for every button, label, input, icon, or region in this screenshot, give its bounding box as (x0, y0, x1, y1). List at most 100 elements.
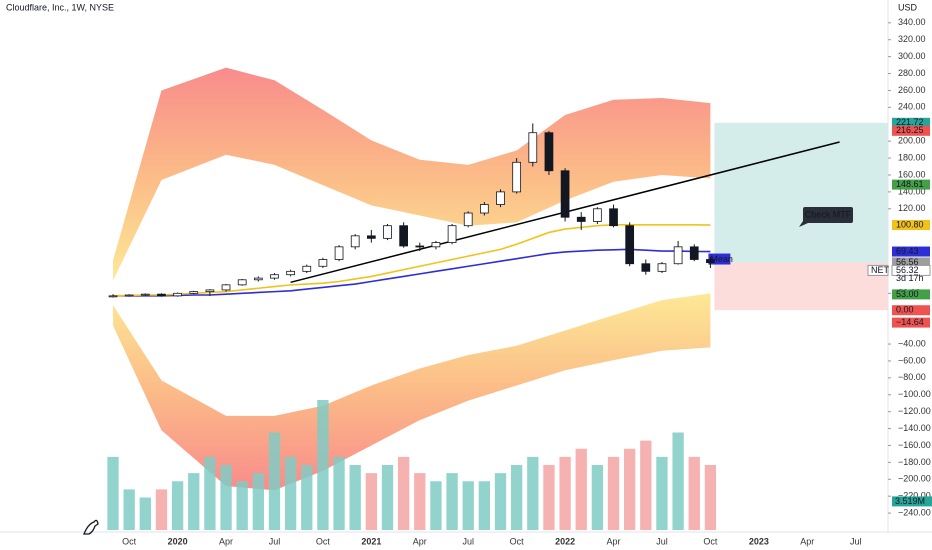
candle-body (496, 191, 505, 205)
price-badge-label: 69.43 (896, 246, 919, 256)
y-tick-label: −100.00 (898, 389, 931, 399)
price-badge (892, 220, 930, 231)
candle-body (108, 295, 118, 298)
volume-bar (559, 456, 571, 530)
price-badge-label: 221.72 (896, 117, 924, 127)
candle-body (528, 132, 538, 163)
y-tick-label: −60.00 (898, 355, 926, 365)
volume-bar (252, 473, 264, 530)
candle-body (576, 216, 586, 222)
price-badge (892, 117, 930, 128)
volume-bar (317, 400, 329, 530)
x-tick-label: 2021 (361, 536, 381, 546)
volume-bar (301, 465, 313, 530)
y-tick-label: 320.00 (898, 34, 926, 44)
price-badge-label: −14.64 (896, 317, 924, 327)
candle-body (366, 235, 376, 239)
volume-bar (478, 481, 491, 530)
annotation-pointer (799, 221, 808, 227)
volume-bar (220, 465, 232, 530)
x-tick-label: Apr (800, 536, 814, 546)
price-badge (892, 317, 930, 328)
volume-bar (624, 448, 636, 530)
y-tick-label: −160.00 (898, 440, 931, 450)
volume-bar (397, 456, 410, 530)
price-badge-label: 100.80 (896, 219, 924, 229)
candle-body (706, 259, 715, 264)
candle-body (512, 161, 522, 193)
y-tick-label: 300.00 (898, 51, 926, 61)
x-tick-label: Jul (269, 536, 281, 546)
y-tick-label: 200.00 (898, 136, 926, 146)
volume-bar (204, 456, 216, 530)
price-badge-label: 53.00 (896, 289, 919, 299)
x-tick-label: 2022 (555, 536, 575, 546)
symbol-bg (867, 264, 889, 276)
price-badge (892, 246, 930, 257)
volume-bar (155, 489, 168, 530)
volume-bar (575, 448, 587, 530)
price-badge-label: 56.56 (896, 257, 919, 267)
volume-bar (494, 473, 507, 530)
currency: USD (898, 2, 918, 12)
candle-body (189, 291, 199, 294)
candle-body (124, 294, 134, 297)
x-tick-label: Apr (413, 536, 427, 546)
price-badge (891, 264, 931, 276)
y-tick-label: 260.00 (898, 85, 926, 95)
candle-body (173, 292, 182, 297)
volume-bar (430, 481, 442, 530)
x-tick-label: Oct (316, 536, 331, 546)
candle-body (463, 212, 473, 227)
y-tick-label: −180.00 (898, 457, 931, 467)
price-badge (892, 179, 930, 190)
x-tick-label: Jul (656, 536, 668, 546)
volume-badge (892, 496, 932, 507)
y-tick-label: −40.00 (898, 338, 926, 348)
candle-body (609, 208, 618, 227)
y-tick-label: 280.00 (898, 68, 926, 78)
volume-bar (704, 465, 717, 530)
candle-body (560, 170, 570, 218)
candle-body (657, 263, 667, 272)
volume-bar (527, 456, 539, 530)
candle-body (480, 204, 489, 214)
volume-bar (688, 456, 700, 530)
candle-body (253, 277, 263, 281)
price-badge (892, 257, 930, 268)
price-badge-label: 0.00 (896, 305, 914, 315)
candle-body (593, 208, 602, 222)
candle-body (221, 284, 231, 291)
volume-bar (284, 456, 297, 530)
volume-bar (236, 481, 248, 530)
candle-body (286, 270, 295, 276)
candle-body (399, 225, 408, 247)
volume-badge-label: 3.519M (895, 496, 925, 506)
band (113, 67, 711, 281)
candle-body (544, 132, 554, 172)
y-tick-label: −120.00 (898, 406, 931, 416)
candle-body (350, 235, 360, 248)
line-label: Mean (710, 254, 733, 264)
position-target (714, 122, 888, 263)
volume-bar (607, 456, 620, 530)
y-tick-label: 160.00 (898, 169, 926, 179)
y-tick-label: −200.00 (898, 474, 931, 484)
price-badge (892, 125, 930, 136)
volume-bar (139, 497, 151, 530)
volume-bar (591, 465, 604, 530)
candle-body (673, 246, 683, 265)
candle-body (383, 225, 392, 239)
volume-bar (333, 456, 345, 530)
volume-bar (365, 473, 377, 530)
band (113, 293, 711, 491)
candle-body (415, 245, 425, 248)
y-tick-label: −80.00 (898, 372, 926, 382)
price-badge-label: 216.25 (896, 125, 924, 135)
candle-body (270, 274, 279, 279)
annotation-bg (803, 207, 853, 223)
x-tick-label: Oct (122, 536, 137, 546)
price-badge (892, 289, 930, 300)
y-tick-label: −220.00 (898, 491, 931, 501)
